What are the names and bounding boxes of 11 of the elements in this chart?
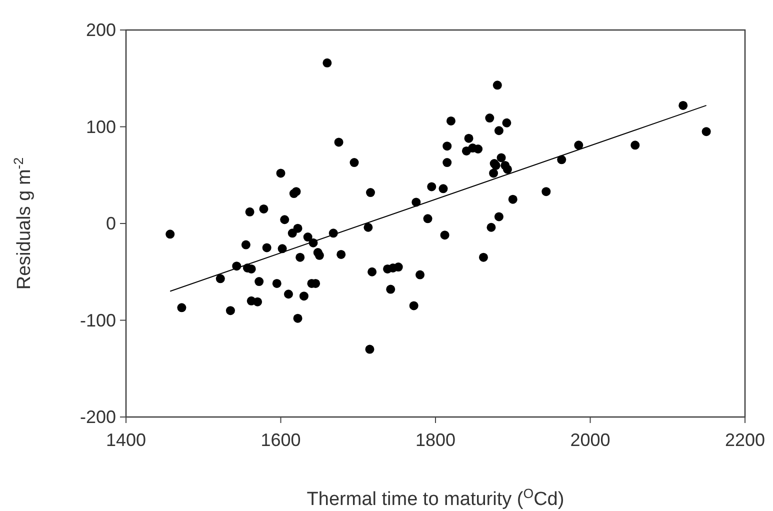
x-axis-title: Thermal time to maturity ($^{O}$Cd) — [306, 486, 564, 510]
y-tick-label: 0 — [106, 214, 116, 234]
x-tick-label: 2000 — [570, 430, 610, 450]
x-tick-label: 2200 — [724, 430, 766, 450]
y-tick-label: -100 — [80, 310, 116, 330]
x-tick-label: 1400 — [106, 430, 146, 450]
x-tick-label: 1600 — [260, 430, 301, 450]
y-tick-label: 200 — [86, 20, 116, 40]
x-tick-label: 1800 — [415, 430, 456, 450]
y-tick-label: 100 — [86, 116, 116, 137]
y-tick-label: -200 — [80, 407, 116, 427]
